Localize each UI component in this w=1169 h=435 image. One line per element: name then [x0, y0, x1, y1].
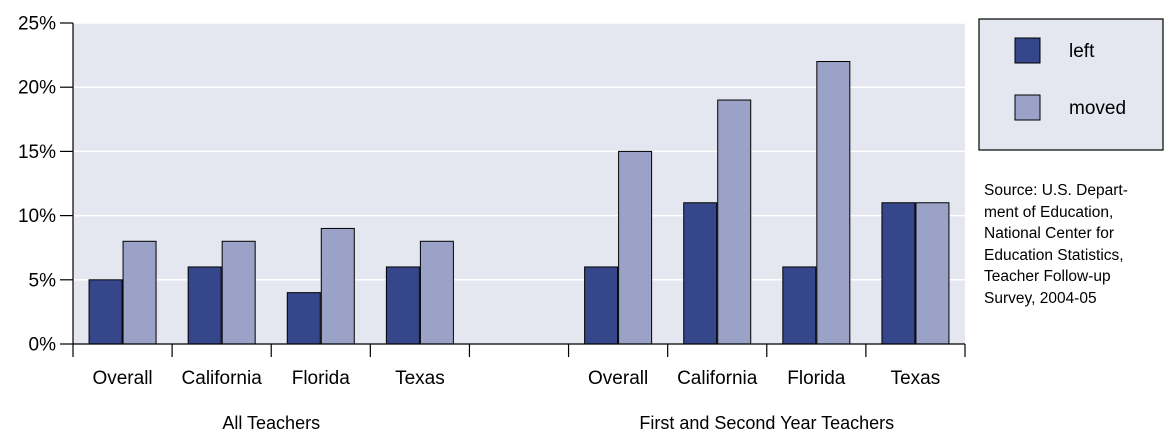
- bar-left: [881, 202, 916, 345]
- bar-moved: [717, 99, 752, 345]
- source-note: Source: U.S. Depart- ment of Education, …: [984, 182, 1128, 307]
- group-label: All Teachers: [222, 413, 320, 433]
- y-tick-label: 0%: [29, 335, 57, 356]
- x-axis-category-labels: Overall California Florida Texas Overall Cali…: [92, 368, 940, 389]
- legend: left moved: [978, 18, 1164, 151]
- category-label: Florida: [787, 368, 846, 389]
- y-tick-label: 10%: [18, 206, 56, 227]
- y-tick-label: 25%: [18, 14, 56, 35]
- bar-left: [683, 202, 718, 345]
- category-label: Overall: [92, 368, 152, 389]
- legend-label-moved: moved: [1069, 98, 1126, 119]
- bar-left: [286, 292, 321, 345]
- bar-moved: [618, 150, 653, 345]
- bar-moved: [320, 227, 355, 345]
- legend-swatch-moved: [1014, 94, 1041, 121]
- bar-left: [88, 279, 123, 345]
- bar-left: [782, 266, 817, 345]
- legend-swatch-left: [1014, 37, 1041, 64]
- y-tick-label: 20%: [18, 78, 56, 99]
- category-label: Texas: [891, 368, 941, 389]
- bar-moved: [221, 240, 256, 345]
- y-tick-label: 5%: [29, 270, 57, 291]
- bar-left: [187, 266, 222, 345]
- bar-moved: [419, 240, 454, 345]
- bar-left: [385, 266, 420, 345]
- bars: [88, 61, 950, 345]
- bar-moved: [816, 61, 851, 345]
- group-labels: All Teachers First and Second Year Teache…: [222, 413, 894, 433]
- category-label: Overall: [588, 368, 648, 389]
- category-label: California: [182, 368, 263, 389]
- category-label: California: [677, 368, 758, 389]
- bar-left: [584, 266, 619, 345]
- group-label: First and Second Year Teachers: [639, 413, 894, 433]
- legend-label-left: left: [1069, 41, 1095, 62]
- category-label: Florida: [292, 368, 351, 389]
- bar-moved: [122, 240, 157, 345]
- axes: [60, 22, 966, 357]
- bar-moved: [915, 202, 950, 345]
- legend-box: [978, 18, 1164, 151]
- y-tick-label: 15%: [18, 142, 56, 163]
- y-axis-tick-labels: 0% 5% 10% 15% 20% 25%: [18, 14, 56, 356]
- category-label: Texas: [395, 368, 445, 389]
